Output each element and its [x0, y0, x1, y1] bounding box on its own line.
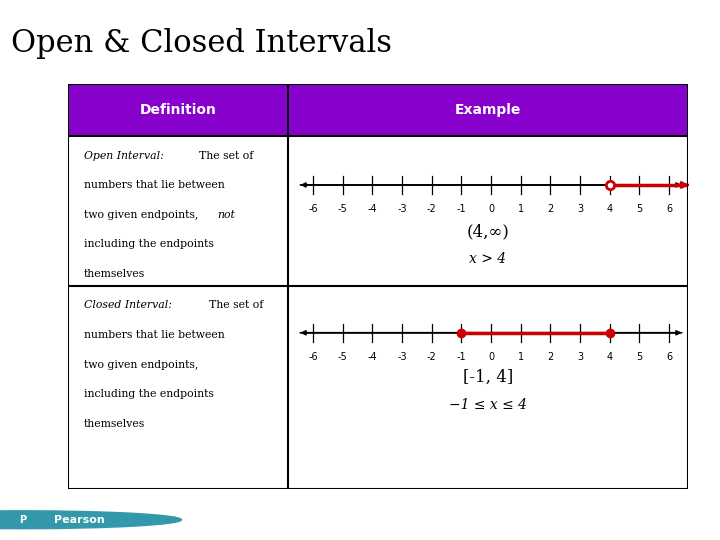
Text: −1 ≤ x ≤ 4: −1 ≤ x ≤ 4 [449, 397, 527, 411]
Text: -2: -2 [427, 352, 436, 362]
Text: 1: 1 [518, 204, 523, 214]
Circle shape [0, 509, 225, 531]
Text: x > 4: x > 4 [469, 252, 506, 266]
Text: 0: 0 [488, 204, 494, 214]
Text: Open & Closed Intervals: Open & Closed Intervals [11, 28, 392, 58]
Bar [68, 84, 288, 136]
Text: numbers that lie between: numbers that lie between [84, 180, 225, 190]
Text: 5: 5 [636, 204, 642, 214]
Text: 3: 3 [577, 352, 583, 362]
Text: 4: 4 [607, 352, 613, 362]
Bar [288, 84, 688, 136]
Text: Pearson: Pearson [54, 515, 104, 525]
Text: two given endpoints,: two given endpoints, [84, 210, 202, 220]
Text: themselves: themselves [84, 269, 145, 279]
Text: including the endpoints: including the endpoints [84, 389, 214, 399]
Text: two given endpoints,: two given endpoints, [84, 360, 198, 369]
Text: Goldstein/Schneider/Lay/Asmar, Calculus and Its Applications, 14e
Copyright © 20: Goldstein/Schneider/Lay/Asmar, Calculus … [233, 505, 487, 524]
Text: 1: 1 [518, 352, 523, 362]
Text: Example: Example [455, 103, 521, 117]
Text: -2: -2 [427, 204, 436, 214]
Text: Definition: Definition [140, 103, 217, 117]
Text: 5: 5 [636, 352, 642, 362]
Text: 0: 0 [488, 352, 494, 362]
Text: Slide  7: Slide 7 [670, 513, 720, 526]
Text: -4: -4 [367, 204, 377, 214]
Text: 4: 4 [607, 204, 613, 214]
Text: -5: -5 [338, 352, 348, 362]
Text: 6: 6 [666, 204, 672, 214]
Text: -5: -5 [338, 204, 348, 214]
Text: 2: 2 [547, 352, 554, 362]
Text: -3: -3 [397, 352, 407, 362]
Text: Closed Interval:: Closed Interval: [84, 300, 172, 310]
Text: -6: -6 [308, 204, 318, 214]
Text: -4: -4 [367, 352, 377, 362]
Text: 3: 3 [577, 204, 583, 214]
Text: The set of: The set of [202, 300, 263, 310]
Text: not: not [217, 210, 235, 220]
Text: (4,∞): (4,∞) [467, 224, 509, 240]
Text: -6: -6 [308, 352, 318, 362]
Text: P: P [19, 515, 27, 525]
Text: 2: 2 [547, 204, 554, 214]
Circle shape [0, 511, 181, 529]
Text: including the endpoints: including the endpoints [84, 239, 214, 249]
Text: themselves: themselves [84, 418, 145, 429]
Text: [-1, 4]: [-1, 4] [463, 369, 513, 386]
Text: -1: -1 [456, 352, 466, 362]
Text: -3: -3 [397, 204, 407, 214]
Text: 6: 6 [666, 352, 672, 362]
Text: numbers that lie between: numbers that lie between [84, 330, 225, 340]
Text: -1: -1 [456, 204, 466, 214]
Text: The set of: The set of [192, 151, 253, 160]
Text: Open Interval:: Open Interval: [84, 151, 163, 160]
